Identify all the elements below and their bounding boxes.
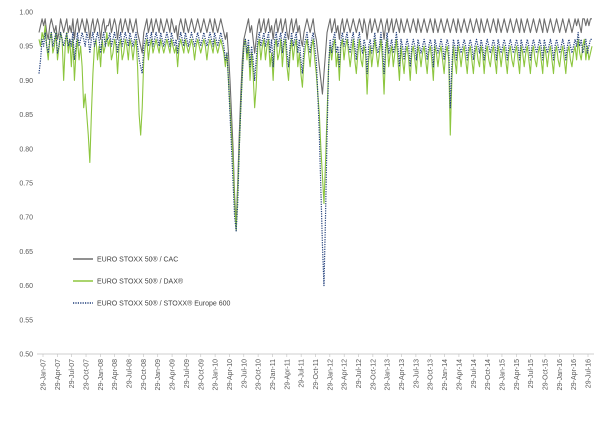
x-tick-label: 29-Jan-07 [41,359,48,391]
y-tick-label: 0.70 [19,215,33,222]
x-tick-label: 29-Jan-14 [442,359,449,391]
x-tick-label: 29-Oct-13 [428,359,435,390]
x-tick-label: 29-Apr-12 [342,359,349,390]
y-tick-label: 0.50 [19,352,33,359]
x-tick-label: 29-Oct-08 [141,359,148,390]
x-tick-label: 29-Jan-09 [155,359,162,391]
legend-label: EURO STOXX 50® / CAC [97,256,178,264]
legend-label: EURO STOXX 50® / STOXX® Europe 600 [97,300,231,308]
y-tick-label: 0.95 [19,44,33,51]
y-tick-label: 0.55 [19,317,33,324]
x-tick-label: 29-Jan-15 [499,359,506,391]
x-tick-label: 29-Jul-10 [241,359,248,388]
y-tick-label: 0.60 [19,283,33,290]
x-tick-label: 29-Jan-08 [98,359,105,391]
x-tick-label: 29-Jan-16 [557,359,564,391]
x-tick-label: 29-Oct-12 [370,359,377,390]
x-tick-label: 29-Oct-11 [313,359,320,390]
x-tick-label: 29-Apr-11 [284,359,291,390]
x-tick-label: 29-Apr-16 [571,359,578,390]
x-tick-label: 29-Jul-11 [299,359,306,388]
x-tick-label: 29-Apr-08 [112,359,119,390]
y-tick-label: 1.00 [19,10,33,17]
y-tick-label: 0.80 [19,146,33,153]
x-tick-label: 29-Jul-07 [69,359,76,388]
x-tick-label: 29-Oct-15 [542,359,549,390]
x-tick-label: 29-Jul-14 [471,359,478,388]
x-tick-label: 29-Jan-10 [213,359,220,391]
x-tick-label: 29-Apr-13 [399,359,406,390]
x-tick-label: 29-Jul-16 [586,359,593,388]
x-tick-label: 29-Jul-09 [184,359,191,388]
x-tick-label: 29-Jul-08 [127,359,134,388]
legend-label: EURO STOXX 50® / DAX® [97,278,184,286]
y-tick-label: 0.65 [19,249,33,256]
x-tick-label: 29-Oct-07 [84,359,91,390]
x-tick-label: 29-Apr-07 [55,359,62,390]
x-tick-label: 29-Jul-12 [356,359,363,388]
y-tick-label: 0.85 [19,112,33,119]
x-tick-label: 29-Jan-11 [270,359,277,390]
x-tick-label: 29-Jul-13 [413,359,420,388]
y-tick-label: 0.90 [19,78,33,85]
y-tick-label: 0.75 [19,181,33,188]
x-tick-label: 29-Apr-10 [227,359,234,390]
x-tick-label: 29-Oct-09 [198,359,205,390]
x-tick-label: 29-Oct-14 [485,359,492,390]
x-tick-label: 29-Apr-09 [170,359,177,390]
x-tick-label: 29-Jan-13 [385,359,392,391]
x-tick-label: 29-Jul-15 [528,359,535,388]
x-tick-label: 29-Apr-14 [456,359,463,390]
x-tick-label: 29-Jan-12 [327,359,334,391]
x-tick-label: 29-Apr-15 [514,359,521,390]
x-tick-label: 29-Oct-10 [256,359,263,390]
